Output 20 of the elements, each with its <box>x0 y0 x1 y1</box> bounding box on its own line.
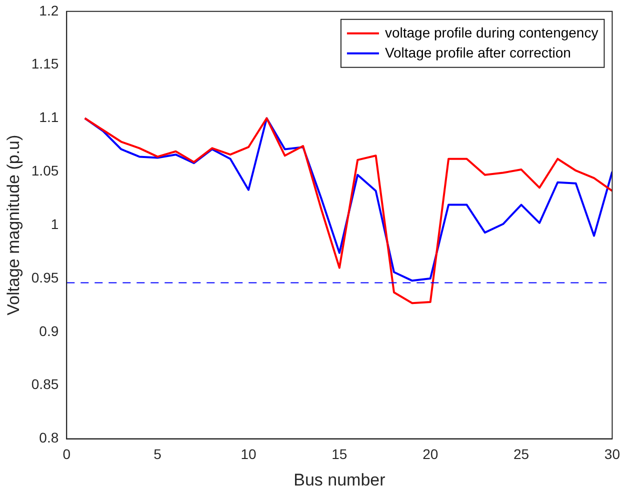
x-tick-label: 15 <box>332 446 348 462</box>
x-tick-label: 30 <box>604 446 620 462</box>
y-tick-label: 0.8 <box>39 430 59 446</box>
y-axis-title: Voltage magnitude (p.u) <box>4 134 23 316</box>
y-tick-label: 0.95 <box>31 269 59 286</box>
x-tick-label: 0 <box>62 446 71 462</box>
y-tick-label: 1.2 <box>39 2 59 18</box>
y-tick-label: 1.15 <box>31 56 59 72</box>
y-tick-label: 1.1 <box>39 109 59 126</box>
x-tick-label: 25 <box>513 446 530 462</box>
legend-label: voltage profile during contengency <box>384 24 598 40</box>
y-tick-label: 1.05 <box>31 162 59 179</box>
y-tick-label: 0.85 <box>31 376 59 392</box>
y-tick-label: 1 <box>50 216 59 232</box>
x-axis-title: Bus number <box>294 470 386 490</box>
legend-label: Voltage profile after correction <box>384 44 571 60</box>
x-tick-label: 20 <box>422 446 438 462</box>
x-tick-label: 5 <box>154 446 162 462</box>
y-tick-label: 0.9 <box>39 322 59 339</box>
x-tick-label: 10 <box>240 446 256 462</box>
